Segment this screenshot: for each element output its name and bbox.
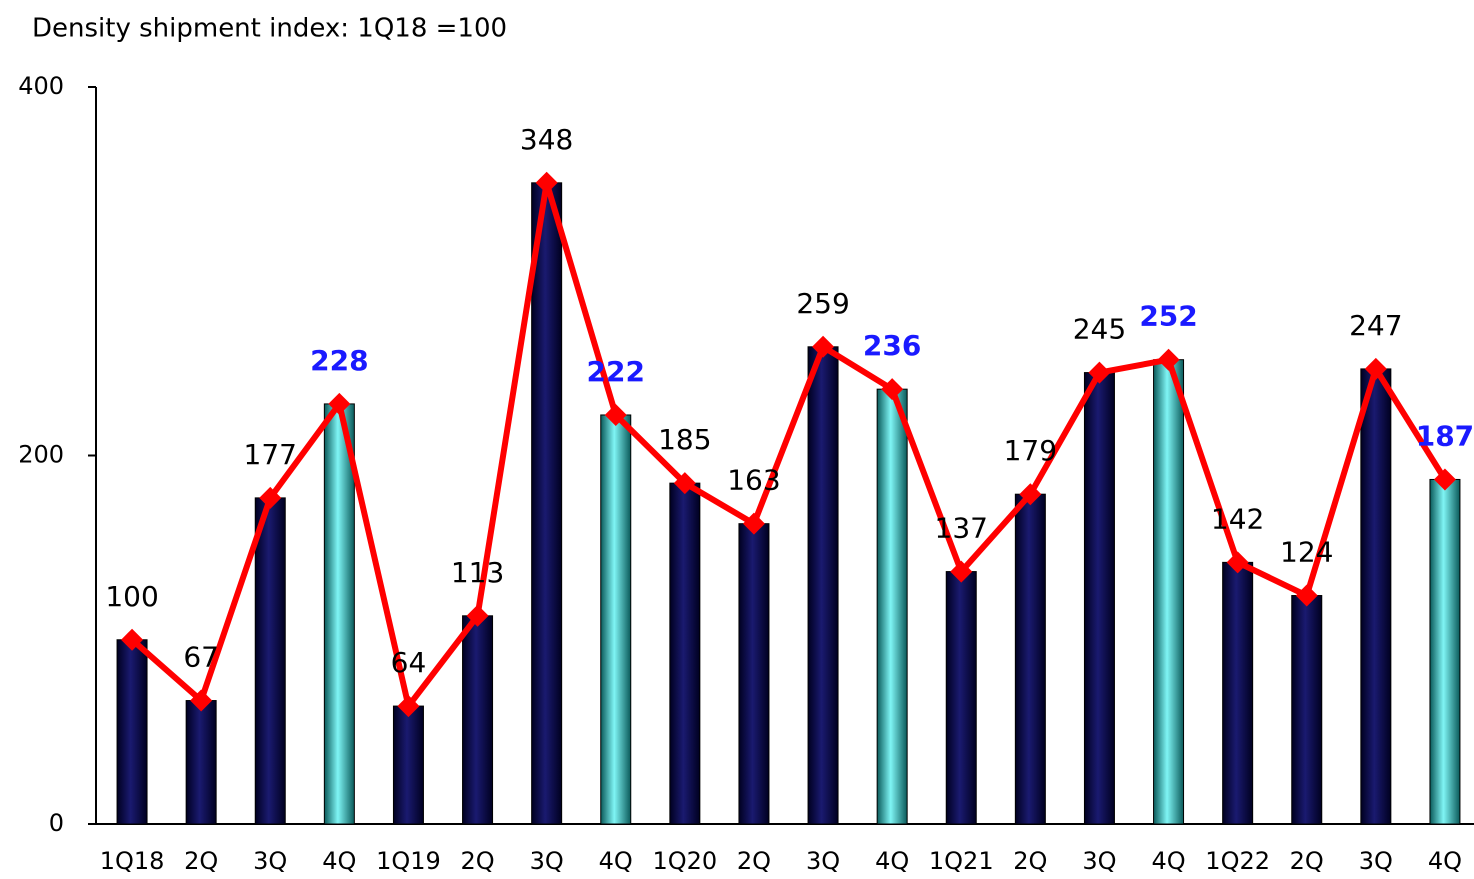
data-label: 142 xyxy=(1211,502,1264,535)
bar xyxy=(600,414,632,825)
x-tick-label: 1Q20 xyxy=(652,847,717,875)
y-tick-label: 400 xyxy=(18,72,64,100)
line-marker xyxy=(1019,483,1042,506)
x-tick-label: 1Q21 xyxy=(929,847,994,875)
bar xyxy=(116,639,148,825)
line-marker xyxy=(812,335,835,358)
data-label: 245 xyxy=(1073,313,1126,346)
data-label: 163 xyxy=(727,464,780,497)
data-label: 67 xyxy=(183,641,219,674)
data-label: 348 xyxy=(520,123,573,156)
bar xyxy=(1083,372,1115,825)
bar xyxy=(669,482,701,825)
data-label: 259 xyxy=(796,287,849,320)
y-tick-label: 0 xyxy=(49,809,64,837)
x-tick-label: 3Q xyxy=(1359,847,1393,875)
bar xyxy=(738,523,770,825)
bar xyxy=(323,403,355,825)
y-tick-label: 200 xyxy=(18,441,64,469)
x-tick-label: 4Q xyxy=(1428,847,1462,875)
line-marker xyxy=(742,512,765,535)
x-tick-label: 2Q xyxy=(184,847,218,875)
line-marker xyxy=(328,392,351,415)
bar xyxy=(392,705,424,825)
line-marker xyxy=(121,628,144,651)
x-tick-label: 3Q xyxy=(1082,847,1116,875)
x-tick-label: 4Q xyxy=(599,847,633,875)
line xyxy=(130,179,1448,710)
line-marker xyxy=(1364,357,1387,380)
line-marker xyxy=(881,378,904,401)
x-tick-label: 4Q xyxy=(322,847,356,875)
x-tick-label: 2Q xyxy=(1013,847,1047,875)
line-marker xyxy=(1433,468,1456,491)
data-label: 247 xyxy=(1349,309,1402,342)
bar xyxy=(254,497,286,825)
line-marker xyxy=(1226,551,1249,574)
bar xyxy=(185,700,217,825)
data-label: 64 xyxy=(391,646,427,679)
bar xyxy=(876,388,908,825)
data-label: 185 xyxy=(658,423,711,456)
x-tick-label: 1Q22 xyxy=(1205,847,1270,875)
data-label: 113 xyxy=(451,556,504,589)
line-marker xyxy=(1295,584,1318,607)
x-tick-label: 2Q xyxy=(1290,847,1324,875)
bar xyxy=(1360,368,1392,825)
x-tick-label: 3Q xyxy=(253,847,287,875)
line-marker xyxy=(673,472,696,495)
line-marker xyxy=(1157,348,1180,371)
x-tick-label: 4Q xyxy=(875,847,909,875)
x-tick-label: 2Q xyxy=(460,847,494,875)
data-label: 222 xyxy=(587,355,645,388)
data-label: 228 xyxy=(310,344,368,377)
bar xyxy=(1222,561,1254,825)
data-label: 177 xyxy=(244,438,297,471)
data-label: 100 xyxy=(105,580,158,613)
line-marker xyxy=(259,486,282,509)
line-marker xyxy=(397,695,420,718)
bar xyxy=(945,571,977,825)
bar xyxy=(1429,478,1461,825)
line-marker xyxy=(190,689,213,712)
x-tick-label: 2Q xyxy=(737,847,771,875)
data-label: 137 xyxy=(935,512,988,545)
line-marker xyxy=(950,560,973,583)
data-label: 252 xyxy=(1139,300,1197,333)
data-label: 179 xyxy=(1004,434,1057,467)
x-tick-label: 1Q18 xyxy=(100,847,165,875)
line-marker xyxy=(535,171,558,194)
x-tick-label: 3Q xyxy=(806,847,840,875)
x-tick-label: 3Q xyxy=(530,847,564,875)
data-label: 124 xyxy=(1280,536,1333,569)
bar xyxy=(1153,359,1185,825)
line-marker xyxy=(1088,361,1111,384)
bar xyxy=(807,346,839,825)
line-marker xyxy=(466,604,489,627)
x-tick-label: 4Q xyxy=(1151,847,1185,875)
line-marker xyxy=(604,403,627,426)
data-label: 236 xyxy=(863,329,921,362)
bar xyxy=(462,615,494,825)
data-label: 187 xyxy=(1416,419,1474,452)
chart-title: Density shipment index: 1Q18 =100 xyxy=(32,14,507,44)
bar xyxy=(1291,595,1323,825)
bar xyxy=(531,182,563,825)
bar xyxy=(1014,493,1046,825)
x-tick-label: 1Q19 xyxy=(376,847,441,875)
